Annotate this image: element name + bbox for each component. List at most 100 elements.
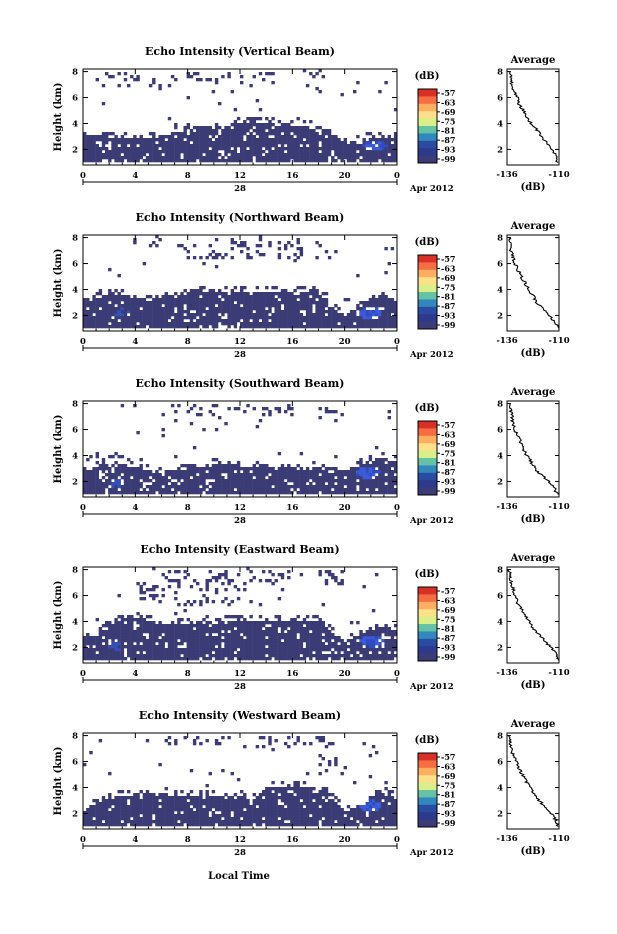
heatmap-cell-345: [184, 316, 187, 319]
heatmap-cell-152: [133, 473, 136, 476]
heatmap-cell-1: [83, 488, 86, 491]
heatmap-cell-51: [99, 138, 102, 141]
heatmap-cell-568: [275, 470, 278, 473]
heatmap-cell-404: [184, 657, 187, 660]
heatmap-cell-623: [293, 482, 296, 485]
heatmap-cell-493: [218, 253, 221, 256]
profile-y-tick-label: 2: [497, 311, 503, 321]
heatmap-cell-258: [158, 319, 161, 322]
profile-y-tick-label: 4: [497, 119, 503, 129]
heatmap-cell-812: [297, 304, 300, 307]
heatmap-cell-280: [165, 316, 168, 319]
heatmap-cell-625: [231, 651, 234, 654]
heatmap-cell-298: [190, 464, 193, 467]
heatmap-cell-786: [309, 153, 312, 156]
heatmap-cell-634: [256, 322, 259, 325]
heatmap-cell-589: [243, 301, 246, 304]
heatmap-cell-1001: [363, 313, 366, 316]
heatmap-cell-1054: [328, 630, 331, 633]
heatmap-cell-77: [108, 633, 111, 636]
heatmap-cell-26: [89, 138, 92, 141]
heatmap-cell-681: [315, 485, 318, 488]
heatmap-cell-18: [89, 651, 92, 654]
heatmap-cell-374: [206, 159, 209, 162]
heatmap-cell-524: [262, 482, 265, 485]
heatmap-cell-316: [162, 594, 165, 597]
heatmap-cell-221: [162, 159, 165, 162]
heatmap-cell-513: [240, 135, 243, 138]
heatmap-cell-335: [168, 642, 171, 645]
heatmap-cell-616: [265, 147, 268, 150]
heatmap-cell-924: [356, 135, 359, 138]
heatmap-cell-995: [384, 81, 387, 84]
heatmap-cell-709: [287, 132, 290, 135]
date-suffix: Apr 2012: [409, 682, 454, 692]
heatmap-cell-258: [171, 75, 174, 78]
heatmap-cell-526: [231, 322, 234, 325]
heatmap-cell-1043: [325, 627, 328, 630]
heatmap-cell-949: [303, 648, 306, 651]
heatmap-cell-312: [174, 316, 177, 319]
heatmap-cell-425: [187, 636, 190, 639]
heatmap-cell-295: [190, 473, 193, 476]
heatmap-cell-262: [174, 150, 177, 153]
heatmap-cell-909: [350, 147, 353, 150]
heatmap-cell-5: [83, 144, 86, 147]
heatmap-cell-916: [391, 473, 394, 476]
date-suffix: Apr 2012: [409, 184, 454, 194]
heatmap-cell-281: [165, 313, 168, 316]
heatmap-cell-73: [108, 156, 111, 159]
heatmap-cell-463: [212, 298, 215, 301]
heatmap-cell-16: [86, 141, 89, 144]
heatmap-cell-779: [350, 476, 353, 479]
heatmap-cell-11: [86, 485, 89, 488]
heatmap-cell-826: [319, 138, 322, 141]
colorbar-tick-label: -99: [441, 652, 456, 662]
heatmap-cell-1032: [375, 325, 378, 328]
heatmap-cell-0: [83, 159, 86, 162]
heatmap-cell-944: [366, 141, 369, 144]
heatmap-cell-142: [130, 473, 133, 476]
heatmap-cell-353: [187, 322, 190, 325]
heatmap-cell-933: [300, 657, 303, 660]
heatmap-cell-12: [86, 319, 89, 322]
heatmap-cell-830: [366, 461, 369, 464]
heatmap-cell-163: [136, 470, 139, 473]
heatmap-cell-388: [177, 603, 180, 606]
heatmap-cell-286: [165, 298, 168, 301]
heatmap-cell-212: [152, 796, 155, 799]
heatmap-cell-743: [256, 651, 259, 654]
heatmap-cell-818: [297, 241, 300, 244]
heatmap-cell-910: [322, 313, 325, 316]
heatmap-cell-586: [221, 621, 224, 624]
heatmap-cell-829: [275, 636, 278, 639]
heatmap-cell-591: [243, 295, 246, 298]
heatmap-cell-152: [136, 820, 139, 823]
heatmap-cell-370: [215, 482, 218, 485]
heatmap-cell-34: [96, 645, 99, 648]
heatmap-cell-862: [281, 624, 284, 627]
heatmap-cell-792: [293, 322, 296, 325]
heatmap-cell-106: [121, 811, 124, 814]
heatmap-cell-958: [372, 147, 375, 150]
heatmap-cell-230: [165, 470, 168, 473]
heatmap-cell-463: [227, 126, 230, 129]
heatmap-cell-1087: [391, 322, 394, 325]
heatmap-cell-905: [350, 159, 353, 162]
heatmap-cell-281: [180, 159, 183, 162]
heatmap-cell-206: [143, 310, 146, 313]
heatmap-cell-933: [328, 307, 331, 310]
heatmap-cell-229: [158, 808, 161, 811]
heatmap-cell-198: [140, 304, 143, 307]
heatmap-cell-886: [381, 458, 384, 461]
heatmap-cell-119: [124, 805, 127, 808]
heatmap-cell-157: [136, 138, 139, 141]
heatmap-cell-975: [309, 642, 312, 645]
heatmap-cell-726: [278, 316, 281, 319]
heatmap-cell-417: [227, 470, 230, 473]
heatmap-cell-951: [303, 636, 306, 639]
heatmap-cell-192: [149, 473, 152, 476]
heatmap-cell-813: [363, 485, 366, 488]
heatmap-cell-945: [334, 316, 337, 319]
heatmap-cell-1181: [375, 639, 378, 642]
